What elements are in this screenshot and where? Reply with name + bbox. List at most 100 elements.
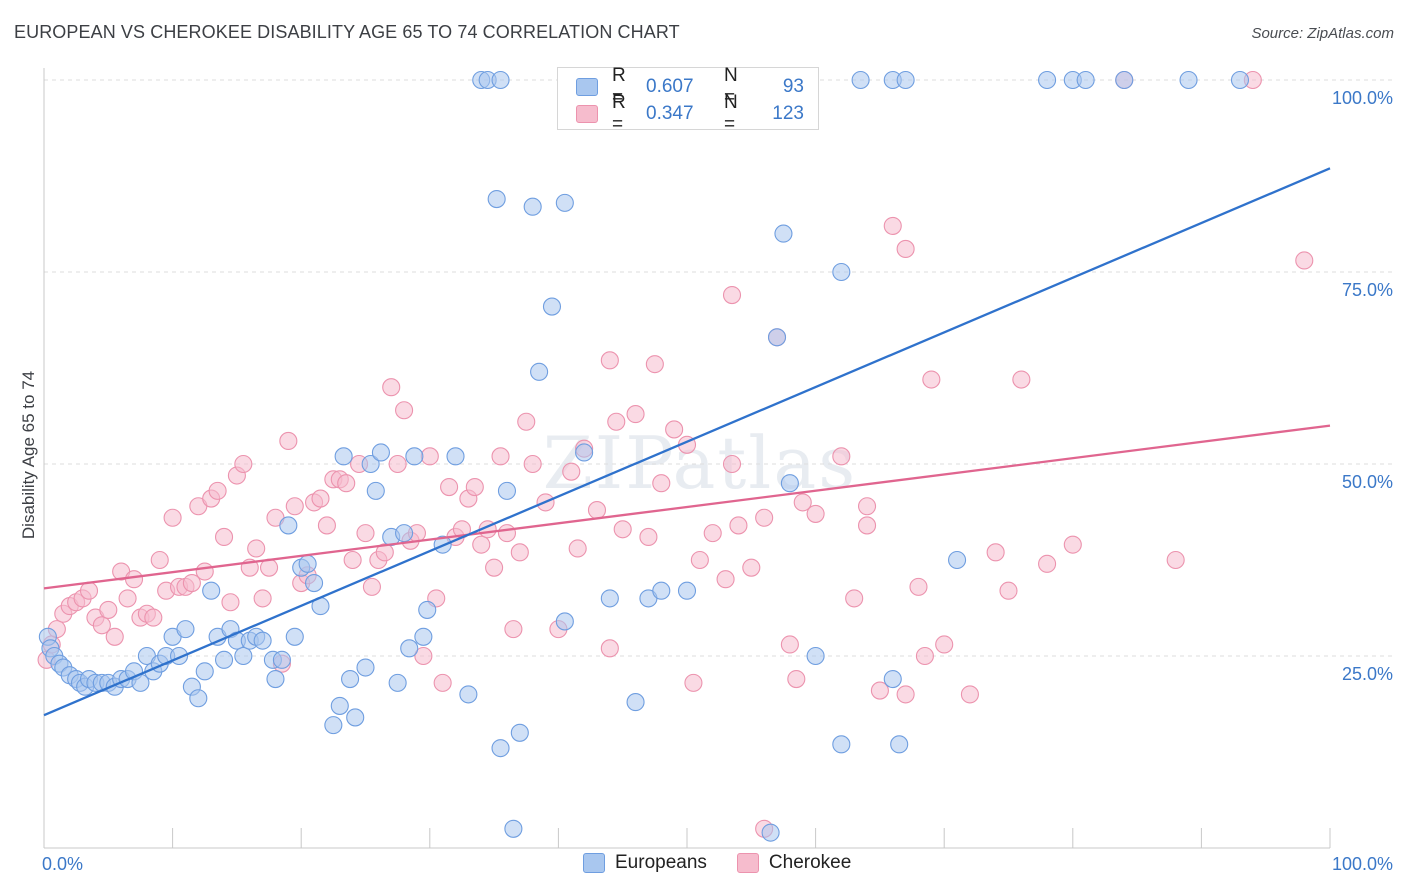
- europeans-point: [767, 328, 787, 347]
- europeans-point: [446, 447, 465, 466]
- y-tick-label: 100.0%: [1332, 88, 1393, 108]
- legend-item-europeans[interactable]: Europeans: [583, 852, 707, 874]
- europeans-point: [388, 673, 407, 692]
- cherokee-point: [986, 543, 1005, 562]
- trend-lines: [43, 167, 1331, 717]
- cherokee-point: [150, 550, 169, 570]
- cherokee-point: [562, 462, 581, 481]
- cherokee-point: [388, 454, 407, 474]
- europeans-swatch: [583, 853, 605, 873]
- europeans-point: [491, 70, 510, 90]
- europeans-point: [832, 262, 851, 282]
- cherokee-point: [285, 497, 304, 516]
- cherokee-point: [124, 570, 144, 589]
- europeans-point: [1179, 70, 1198, 90]
- europeans-point: [948, 550, 967, 570]
- europeans-point: [272, 650, 291, 669]
- europeans-point: [361, 454, 380, 474]
- cherokee-point: [253, 589, 272, 608]
- europeans-point: [418, 600, 437, 619]
- legend-label-europeans: Europeans: [615, 852, 707, 873]
- cherokee-point: [382, 378, 401, 397]
- cherokee-point: [793, 493, 812, 512]
- cherokee-point: [645, 355, 664, 374]
- cherokee-point: [806, 504, 825, 523]
- cherokee-point: [857, 516, 877, 535]
- europeans-point: [555, 612, 574, 631]
- watermark: ZIPatlas: [543, 421, 857, 505]
- cherokee-point: [195, 562, 214, 581]
- cherokee-point: [485, 558, 504, 577]
- cherokee-point: [703, 524, 722, 543]
- cherokee-point: [234, 454, 253, 474]
- legend-item-cherokee[interactable]: Cherokee: [736, 852, 852, 874]
- cherokee-point: [497, 524, 517, 543]
- cherokee-point: [755, 508, 774, 527]
- cherokee-point: [504, 620, 523, 639]
- n-label: N =: [724, 65, 738, 108]
- cherokee-point: [684, 673, 703, 692]
- cherokee-swatch: [736, 853, 759, 873]
- cherokee-point: [607, 412, 626, 431]
- europeans-point: [371, 443, 390, 462]
- y-tick-label: 50.0%: [1342, 472, 1393, 492]
- europeans-point: [405, 447, 424, 466]
- cherokee-point: [600, 351, 619, 370]
- europeans-point: [542, 297, 562, 316]
- cherokee-point: [1295, 251, 1314, 270]
- cherokee-point: [722, 454, 742, 474]
- europeans-point: [324, 716, 343, 735]
- n-value: 93: [782, 76, 804, 97]
- cherokee-point: [716, 570, 735, 589]
- europeans-point: [774, 224, 793, 243]
- europeans-point: [459, 685, 478, 704]
- cherokee-point: [510, 543, 529, 562]
- cherokee-point: [587, 501, 607, 520]
- europeans-point: [677, 581, 697, 600]
- cherokee-point: [337, 474, 356, 493]
- cherokee-point: [999, 581, 1018, 600]
- cherokee-point: [960, 685, 979, 704]
- cherokee-point: [1166, 550, 1185, 570]
- europeans-point: [575, 443, 594, 462]
- cherokee-point: [665, 420, 684, 439]
- europeans-point: [1076, 70, 1095, 90]
- europeans-point: [497, 481, 517, 500]
- legend-row-cherokee: R = 0.347 N = 123: [576, 92, 804, 135]
- europeans-point: [487, 189, 506, 209]
- europeans-point: [626, 693, 645, 712]
- europeans-trend-line: [43, 167, 1331, 717]
- cherokee-point: [742, 558, 761, 577]
- europeans-point: [1038, 70, 1057, 90]
- chart-title: EUROPEAN VS CHEROKEE DISABILITY AGE 65 T…: [14, 22, 680, 42]
- europeans-point: [202, 581, 221, 600]
- legend-label-cherokee: Cherokee: [768, 852, 852, 873]
- cherokee-point: [857, 497, 877, 516]
- cherokee-point: [214, 527, 234, 547]
- europeans-point: [176, 620, 195, 639]
- europeans-point: [366, 481, 385, 500]
- r-label: R =: [612, 92, 626, 135]
- legend-row-europeans: R = 0.607 N = 93: [576, 65, 804, 108]
- x-tick-label: 0.0%: [42, 854, 83, 874]
- europeans-points: [38, 70, 1250, 842]
- europeans-point: [652, 581, 671, 600]
- cherokee-point: [652, 474, 671, 493]
- europeans-point: [400, 639, 419, 658]
- europeans-point: [414, 627, 433, 646]
- europeans-point: [285, 627, 304, 646]
- cherokee-point: [935, 635, 954, 654]
- europeans-point: [330, 696, 349, 715]
- cherokee-point: [163, 508, 182, 527]
- cherokee-point: [626, 405, 645, 424]
- cherokee-point: [311, 489, 330, 508]
- cherokee-point: [465, 477, 484, 497]
- cherokee-point: [375, 543, 394, 562]
- cherokee-point: [870, 681, 889, 700]
- cherokee-point: [279, 431, 298, 451]
- cherokee-point: [395, 401, 414, 420]
- cherokee-point: [722, 285, 742, 305]
- cherokee-point: [144, 608, 163, 627]
- europeans-point: [600, 589, 619, 608]
- cherokee-point: [440, 477, 459, 497]
